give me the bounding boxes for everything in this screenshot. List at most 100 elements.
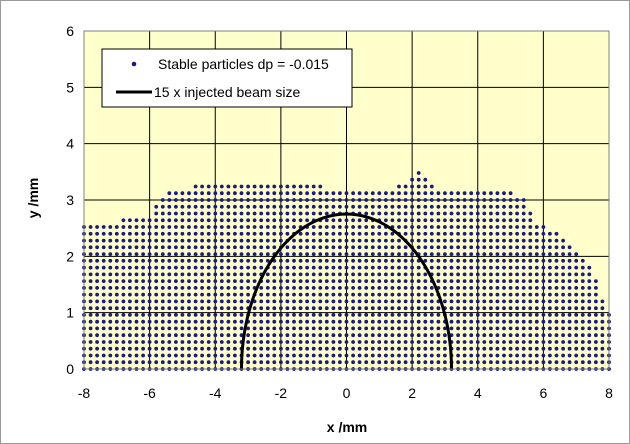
- stable-particle-point: [279, 279, 283, 283]
- stable-particle-point: [292, 306, 296, 311]
- stable-particle-point: [331, 225, 336, 229]
- stable-particle-point: [88, 326, 93, 331]
- stable-particle-point: [397, 353, 401, 358]
- stable-particle-point: [554, 292, 559, 297]
- stable-particle-point: [364, 252, 369, 256]
- stable-particle-point: [403, 319, 408, 324]
- stable-particle-point: [252, 353, 257, 358]
- stable-particle-point: [574, 286, 579, 290]
- stable-particle-point: [567, 319, 572, 324]
- stable-particle-point: [167, 231, 172, 236]
- stable-particle-point: [200, 258, 205, 263]
- stable-particle-point: [180, 299, 185, 304]
- stable-particle-point: [357, 286, 362, 290]
- stable-particle-point: [331, 218, 336, 223]
- stable-particle-point: [246, 231, 251, 236]
- stable-particle-point: [206, 306, 211, 311]
- stable-particle-point: [456, 353, 460, 358]
- stable-particle-point: [88, 346, 93, 351]
- stable-particle-point: [318, 346, 323, 351]
- stable-particle-point: [174, 245, 178, 250]
- stable-particle-point: [101, 245, 106, 250]
- stable-particle-point: [121, 252, 126, 256]
- stable-particle-point: [167, 245, 172, 250]
- stable-particle-point: [384, 326, 388, 331]
- stable-particle-point: [324, 245, 329, 250]
- stable-particle-point: [226, 340, 231, 344]
- stable-particle-point: [279, 353, 283, 358]
- stable-particle-point: [324, 306, 329, 311]
- stable-particle-point: [298, 191, 303, 196]
- stable-particle-point: [541, 252, 546, 256]
- stable-particle-point: [364, 265, 369, 270]
- stable-particle-point: [259, 191, 264, 196]
- stable-particle-point: [521, 292, 526, 297]
- stable-particle-point: [114, 353, 119, 358]
- stable-particle-point: [338, 360, 342, 365]
- stable-particle-point: [121, 326, 126, 331]
- stable-particle-point: [574, 299, 579, 304]
- stable-particle-point: [259, 360, 264, 365]
- stable-particle-point: [331, 360, 336, 365]
- stable-particle-point: [436, 204, 441, 209]
- stable-particle-point: [390, 326, 395, 331]
- stable-particle-point: [88, 231, 93, 236]
- stable-particle-point: [311, 292, 316, 297]
- stable-particle-point: [246, 346, 251, 351]
- stable-particle-point: [272, 333, 277, 338]
- stable-particle-point: [357, 353, 362, 358]
- stable-particle-point: [469, 231, 474, 236]
- stable-particle-point: [410, 231, 414, 236]
- stable-particle-point: [233, 198, 237, 202]
- stable-particle-point: [200, 225, 205, 229]
- stable-particle-point: [423, 333, 428, 338]
- stable-particle-point: [515, 299, 519, 304]
- stable-particle-point: [134, 279, 139, 283]
- stable-particle-point: [219, 299, 224, 304]
- stable-particle-point: [233, 184, 237, 189]
- stable-particle-point: [534, 313, 539, 317]
- stable-particle-point: [127, 265, 132, 270]
- stable-particle-point: [305, 279, 309, 283]
- stable-particle-point: [279, 286, 283, 290]
- stable-particle-point: [534, 231, 539, 236]
- stable-particle-point: [239, 279, 244, 283]
- stable-particle-point: [403, 265, 408, 270]
- stable-particle-point: [213, 225, 218, 229]
- stable-particle-point: [443, 211, 447, 216]
- stable-particle-point: [180, 319, 185, 324]
- stable-particle-point: [154, 299, 159, 304]
- stable-particle-point: [338, 313, 342, 317]
- stable-particle-point: [318, 198, 323, 202]
- stable-particle-point: [331, 198, 336, 202]
- stable-particle-point: [305, 211, 309, 216]
- stable-particle-point: [154, 238, 159, 243]
- stable-particle-point: [114, 326, 119, 331]
- stable-particle-point: [410, 204, 414, 209]
- stable-particle-point: [489, 231, 493, 236]
- stable-particle-point: [436, 360, 441, 365]
- stable-particle-point: [397, 340, 401, 344]
- stable-particle-point: [206, 258, 211, 263]
- stable-particle-point: [462, 211, 467, 216]
- stable-particle-point: [351, 272, 355, 277]
- stable-particle-point: [508, 353, 513, 358]
- stable-particle-point: [429, 198, 434, 202]
- stable-particle-point: [206, 225, 211, 229]
- stable-particle-point: [127, 353, 132, 358]
- stable-particle-point: [580, 313, 585, 317]
- stable-particle-point: [370, 211, 375, 216]
- stable-particle-point: [252, 340, 257, 344]
- stable-particle-point: [331, 265, 336, 270]
- stable-particle-point: [311, 360, 316, 365]
- stable-particle-point: [324, 360, 329, 365]
- stable-particle-point: [154, 225, 159, 229]
- stable-particle-point: [233, 191, 237, 196]
- stable-particle-point: [580, 286, 585, 290]
- stable-particle-point: [410, 258, 414, 263]
- stable-particle-point: [397, 184, 401, 189]
- stable-particle-point: [403, 299, 408, 304]
- stable-particle-point: [528, 346, 533, 351]
- stable-particle-point: [154, 218, 159, 223]
- stable-particle-point: [219, 225, 224, 229]
